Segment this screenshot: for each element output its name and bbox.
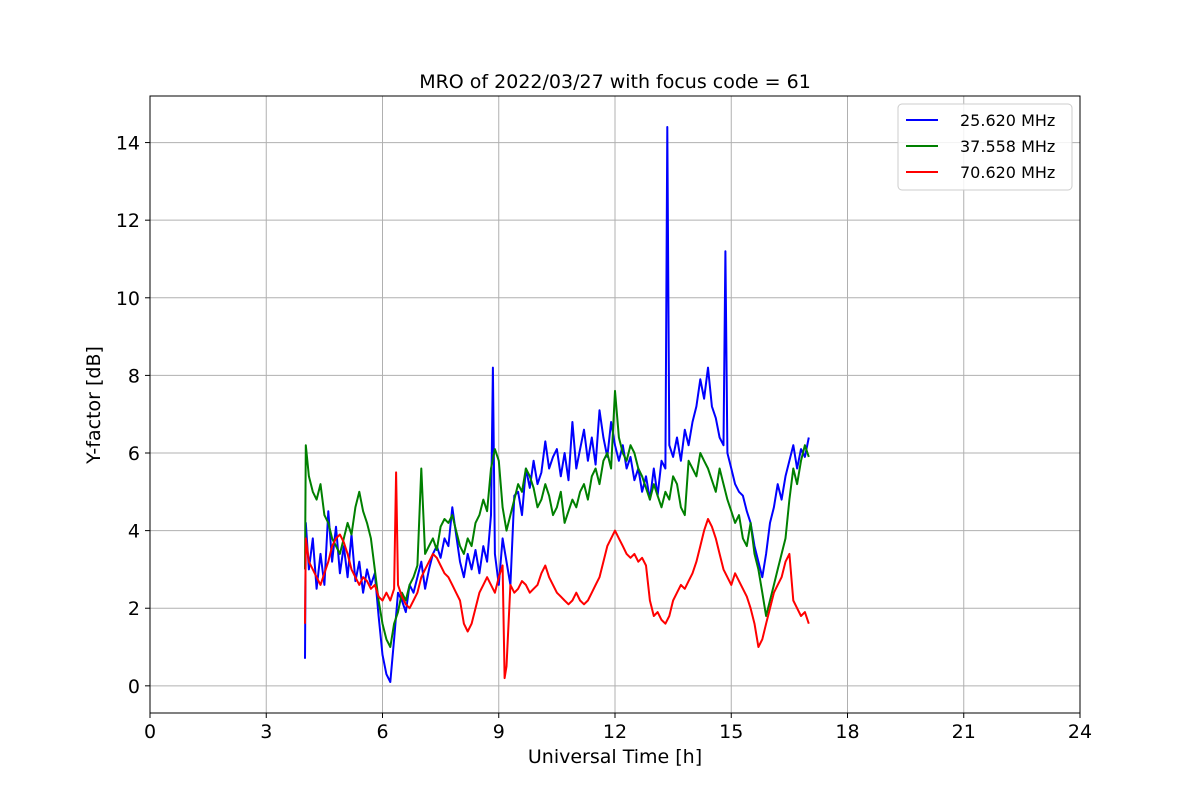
legend-box <box>897 103 1073 191</box>
legend: 25.620 MHz 37.558 MHz 70.620 MHz <box>897 103 1073 191</box>
y-tick-label: 10 <box>116 288 140 310</box>
chart-title: MRO of 2022/03/27 with focus code = 61 <box>419 71 811 93</box>
y-tick-label: 6 <box>128 443 140 465</box>
y-tick-label: 2 <box>128 598 140 620</box>
series-line-3 <box>304 471 810 680</box>
x-tick-label: 6 <box>376 721 388 743</box>
series-line-1 <box>304 126 810 683</box>
y-axis: 0 2 4 6 8 10 12 14 <box>116 133 150 698</box>
series-line-2 <box>304 389 810 648</box>
x-tick-label: 24 <box>1068 721 1092 743</box>
legend-label: 37.558 MHz <box>960 137 1055 156</box>
x-axis-label: Universal Time [h] <box>528 746 702 768</box>
legend-label: 25.620 MHz <box>960 111 1055 130</box>
x-tick-label: 3 <box>260 721 272 743</box>
x-axis: 0 3 6 9 12 15 18 21 24 <box>144 713 1092 743</box>
x-tick-label: 9 <box>493 721 505 743</box>
x-tick-label: 0 <box>144 721 156 743</box>
legend-label: 70.620 MHz <box>960 163 1055 182</box>
y-tick-label: 0 <box>128 676 140 698</box>
x-tick-label: 15 <box>719 721 743 743</box>
x-tick-label: 12 <box>603 721 627 743</box>
y-tick-label: 12 <box>116 210 140 232</box>
y-tick-label: 14 <box>116 133 140 155</box>
y-axis-label: Y-factor [dB] <box>83 346 105 465</box>
plot-area <box>304 126 810 683</box>
x-tick-label: 21 <box>952 721 976 743</box>
x-tick-label: 18 <box>835 721 859 743</box>
y-tick-label: 4 <box>128 521 140 543</box>
y-tick-label: 8 <box>128 365 140 387</box>
